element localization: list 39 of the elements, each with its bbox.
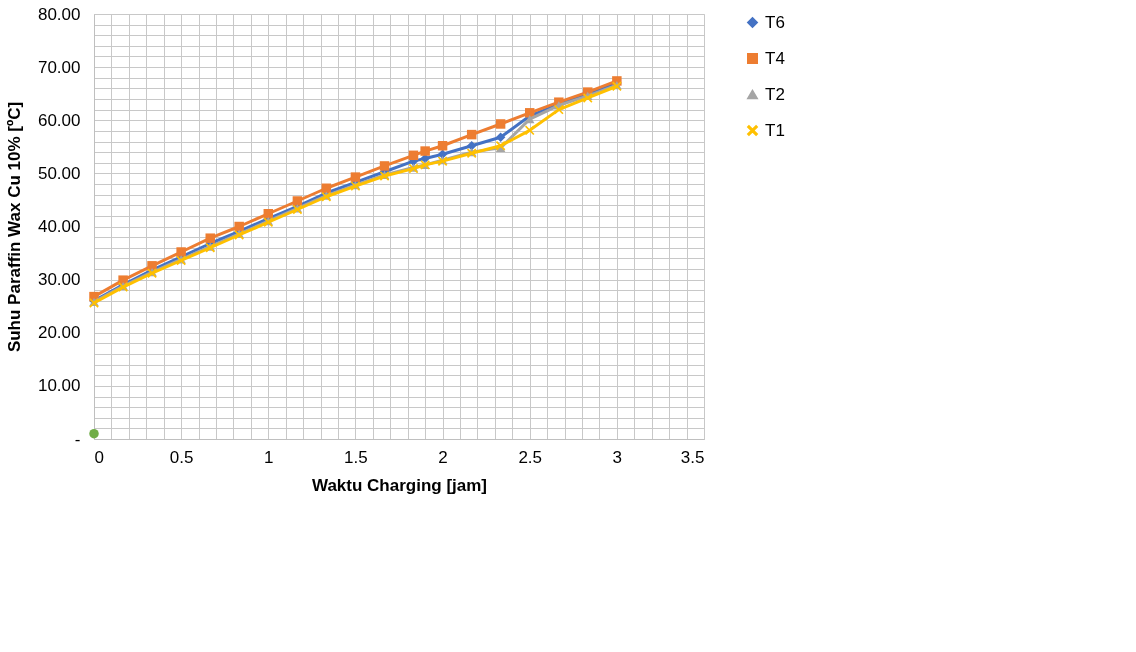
y-tick-label: 50.00: [37, 163, 81, 183]
legend-label: T1: [765, 120, 785, 140]
point: [437, 149, 448, 159]
x-tick-label: 1: [264, 447, 274, 467]
y-tick-label: 20.00: [37, 323, 81, 343]
legend-label: T6: [765, 12, 785, 32]
point: [437, 141, 448, 151]
x-tick-label: 3.5: [680, 447, 705, 467]
point: [379, 161, 390, 171]
point: [205, 233, 215, 243]
point: [408, 150, 419, 161]
x-axis-title: Waktu Charging [jam]: [311, 475, 488, 495]
x-tick-label: 0: [94, 447, 104, 467]
point: [524, 125, 535, 136]
x-tick-label: 2: [438, 447, 448, 467]
y-tick-label: 80.00: [37, 4, 81, 24]
x-tick-label: 1.5: [344, 447, 368, 467]
y-tick-label: 40.00: [37, 217, 81, 236]
point: [495, 132, 506, 142]
y-tick-label: -: [74, 429, 81, 449]
point: [420, 146, 430, 156]
x-tick-label: 2.5: [518, 447, 543, 467]
point: [89, 428, 99, 439]
point: [495, 119, 506, 129]
x-tick-label: 3: [612, 447, 623, 467]
y-axis-title: Suhu Paraffin Wax Cu 10% [ºC]: [4, 101, 24, 353]
point: [292, 196, 303, 206]
y-tick-label: 60.00: [37, 110, 81, 130]
x-tick-label: 0.5: [169, 447, 194, 467]
legend-label: T2: [765, 84, 785, 104]
y-tick-label: 10.00: [37, 376, 81, 396]
point: [466, 141, 477, 151]
y-tick-label: 70.00: [37, 57, 81, 77]
legend-label: T4: [765, 48, 785, 68]
point: [466, 129, 477, 140]
point: [176, 247, 186, 257]
y-tick-label: 30.00: [37, 270, 81, 290]
point: [350, 172, 361, 182]
point: [234, 221, 244, 232]
